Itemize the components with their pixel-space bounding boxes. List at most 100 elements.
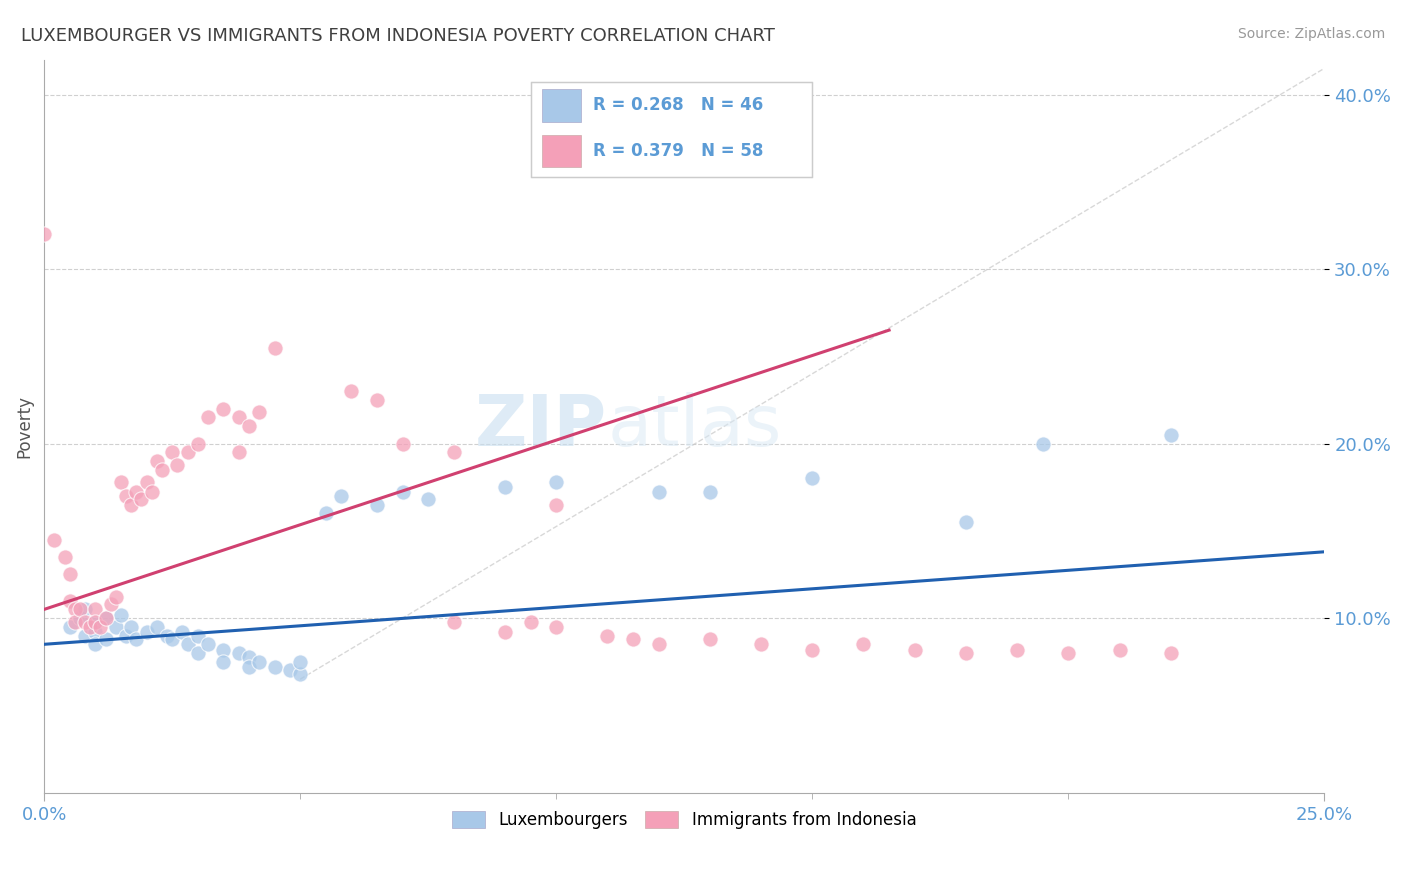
Text: ZIP: ZIP <box>475 392 607 460</box>
Point <box>1005 642 1028 657</box>
Point <box>546 475 568 489</box>
Point <box>1057 646 1080 660</box>
Point <box>391 436 413 450</box>
Point <box>135 625 157 640</box>
Point <box>187 646 209 660</box>
Point <box>79 620 101 634</box>
Point <box>315 507 337 521</box>
Point <box>443 445 465 459</box>
Point <box>59 593 82 607</box>
Point <box>160 445 183 459</box>
Point <box>418 492 440 507</box>
Point <box>247 405 270 419</box>
Point <box>131 492 153 507</box>
Point <box>647 485 669 500</box>
Point <box>63 602 86 616</box>
Point <box>288 655 311 669</box>
Point <box>44 533 66 547</box>
Y-axis label: Poverty: Poverty <box>15 394 32 458</box>
Point <box>100 597 122 611</box>
Text: atlas: atlas <box>607 392 782 460</box>
Point <box>212 401 235 416</box>
Point <box>89 620 111 634</box>
Text: LUXEMBOURGER VS IMMIGRANTS FROM INDONESIA POVERTY CORRELATION CHART: LUXEMBOURGER VS IMMIGRANTS FROM INDONESI… <box>21 27 775 45</box>
Point <box>212 642 235 657</box>
Point <box>84 615 107 629</box>
Point <box>443 615 465 629</box>
Point <box>852 637 875 651</box>
Point <box>340 384 363 399</box>
Point <box>801 471 824 485</box>
Point <box>84 625 107 640</box>
Point <box>801 642 824 657</box>
Point <box>749 637 772 651</box>
Point <box>197 637 219 651</box>
Point <box>176 637 198 651</box>
Point <box>546 498 568 512</box>
Point <box>110 607 132 622</box>
Point <box>288 667 311 681</box>
Point <box>110 475 132 489</box>
Point <box>238 419 260 434</box>
Point <box>75 615 97 629</box>
Point <box>104 620 127 634</box>
Point <box>1032 436 1054 450</box>
Point <box>104 590 127 604</box>
Point <box>63 615 86 629</box>
Point <box>75 602 97 616</box>
Point <box>263 660 285 674</box>
Point <box>278 664 301 678</box>
Point <box>955 646 977 660</box>
Point <box>1108 642 1130 657</box>
Point <box>125 485 148 500</box>
Point <box>120 620 142 634</box>
Point <box>94 611 117 625</box>
Point <box>955 515 977 529</box>
Point <box>1160 646 1182 660</box>
Point <box>1160 428 1182 442</box>
Point <box>197 410 219 425</box>
Legend: Luxembourgers, Immigrants from Indonesia: Luxembourgers, Immigrants from Indonesia <box>446 804 924 836</box>
Point <box>228 646 250 660</box>
Point <box>263 341 285 355</box>
Point <box>238 660 260 674</box>
Point <box>59 567 82 582</box>
Point <box>59 620 82 634</box>
Point <box>366 498 388 512</box>
Point <box>146 620 169 634</box>
Point <box>69 611 91 625</box>
Point <box>69 602 91 616</box>
Point <box>115 629 138 643</box>
Point <box>160 632 183 646</box>
Point <box>238 649 260 664</box>
Point <box>621 632 644 646</box>
Point <box>75 629 97 643</box>
Point <box>53 549 76 564</box>
Point <box>228 410 250 425</box>
Point <box>228 445 250 459</box>
Point <box>176 445 198 459</box>
Point <box>94 611 117 625</box>
Text: Source: ZipAtlas.com: Source: ZipAtlas.com <box>1237 27 1385 41</box>
Point <box>494 480 516 494</box>
Point <box>247 655 270 669</box>
Point <box>519 615 541 629</box>
Point <box>699 632 721 646</box>
Point <box>146 454 169 468</box>
Point <box>330 489 353 503</box>
Point <box>120 498 142 512</box>
Point <box>156 629 179 643</box>
Point <box>647 637 669 651</box>
Point <box>172 625 194 640</box>
Point <box>166 458 188 472</box>
Point <box>187 436 209 450</box>
Point <box>596 629 619 643</box>
Point <box>135 475 157 489</box>
Point <box>84 615 107 629</box>
Point <box>546 620 568 634</box>
Point <box>141 485 163 500</box>
Point <box>699 485 721 500</box>
Point <box>494 625 516 640</box>
Point <box>150 463 173 477</box>
Point <box>94 632 117 646</box>
